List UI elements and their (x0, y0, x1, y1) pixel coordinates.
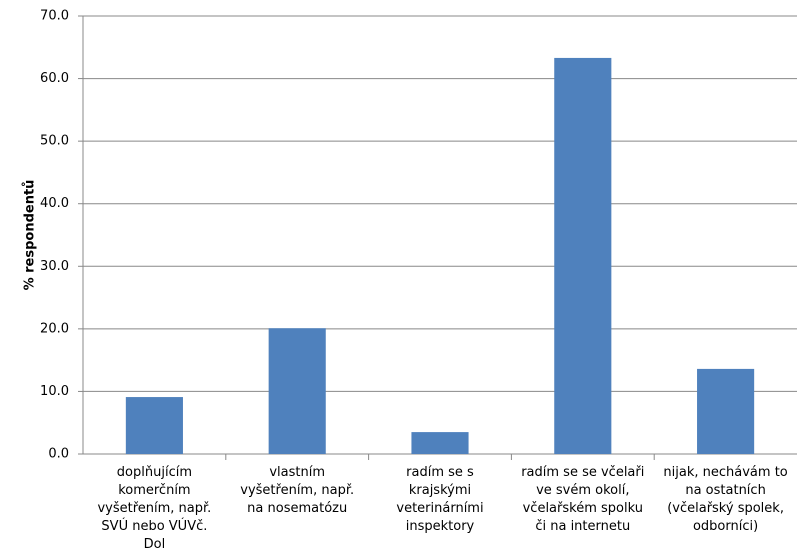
bar (554, 57, 612, 455)
x-tick-label: nijak, nechávám to na ostatních (včelařs… (663, 465, 788, 534)
x-tick-label: radím se s krajskými veterinárními inspe… (396, 465, 484, 534)
bar (411, 432, 469, 454)
y-tick-label: 30.0 (40, 259, 69, 274)
y-tick-label: 40.0 (40, 196, 69, 211)
y-tick-label: 50.0 (40, 134, 69, 149)
y-tick-label: 10.0 (40, 384, 69, 399)
y-tick-label: 70.0 (40, 9, 69, 24)
bar (268, 328, 326, 454)
x-tick-label: radím se se včelaři ve svém okolí, včela… (521, 465, 645, 534)
y-tick-label: 20.0 (40, 321, 69, 336)
y-tick-label: 0.0 (48, 447, 69, 462)
bar (697, 368, 755, 454)
x-tick-label: doplňujícím komerčním vyšetřením, např. … (97, 465, 212, 552)
x-tick-label: vlastním vyšetřením, např. na nosematózu (240, 465, 355, 516)
y-axis-label: % respondentů (23, 180, 38, 291)
bar (125, 397, 183, 454)
y-tick-label: 60.0 (40, 71, 69, 86)
